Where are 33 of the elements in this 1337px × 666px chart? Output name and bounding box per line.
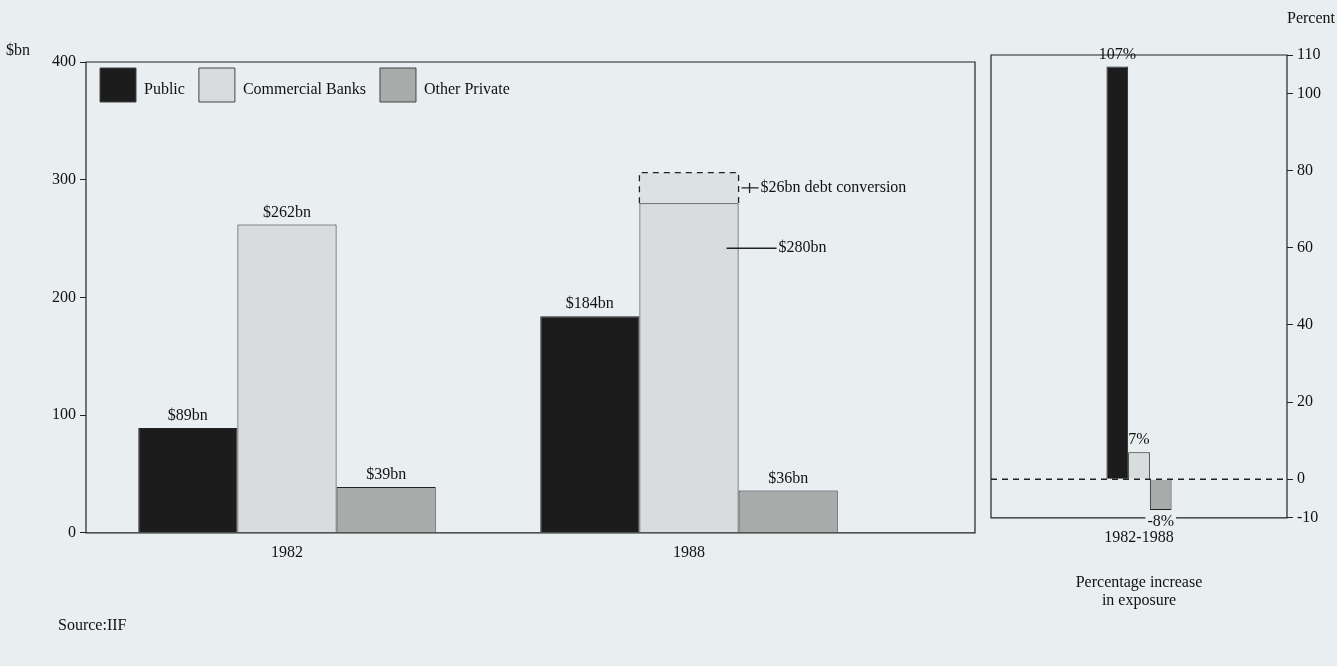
y-tick-label: 0 xyxy=(1297,469,1305,487)
data-label: $262bn xyxy=(263,202,311,220)
legend-label: Commercial Banks xyxy=(242,80,366,98)
y-tick-label: 100 xyxy=(1297,83,1321,101)
y-tick-label: 60 xyxy=(1297,238,1313,256)
y-tick-label: 110 xyxy=(1297,45,1321,63)
y-axis-title: Percent xyxy=(1287,9,1336,27)
data-label: $184bn xyxy=(565,294,614,312)
x-tick-label: 1982-1988 xyxy=(1104,527,1174,545)
y-tick-label: 300 xyxy=(52,169,76,187)
y-axis-title: $bn xyxy=(6,41,30,59)
legend-label: Public xyxy=(144,80,185,98)
data-label: $89bn xyxy=(167,406,208,424)
legend-label: Other Private xyxy=(423,80,510,98)
y-tick-label: 40 xyxy=(1297,315,1313,333)
y-tick-label: -10 xyxy=(1297,508,1319,525)
data-label: 107% xyxy=(1098,44,1136,62)
data-label: $280bn xyxy=(778,238,827,256)
y-tick-label: 80 xyxy=(1297,160,1313,178)
y-tick-label: 20 xyxy=(1297,392,1313,410)
x-axis-title: Percentage increase in exposure xyxy=(1075,573,1203,609)
x-tick-label: 1982 xyxy=(271,542,303,560)
source-note: Source:IIF xyxy=(58,616,127,634)
x-tick-label: 1988 xyxy=(673,542,705,560)
data-label: 7% xyxy=(1128,430,1150,448)
y-tick-label: 200 xyxy=(52,287,76,305)
y-tick-label: 0 xyxy=(68,523,76,540)
data-label: $36bn xyxy=(768,468,809,486)
y-tick-label: 400 xyxy=(52,52,76,70)
y-tick-label: 100 xyxy=(52,405,76,423)
data-label: -8% xyxy=(1147,512,1175,530)
data-label: $39bn xyxy=(366,465,407,483)
data-label: $26bn debt conversion xyxy=(760,178,907,196)
